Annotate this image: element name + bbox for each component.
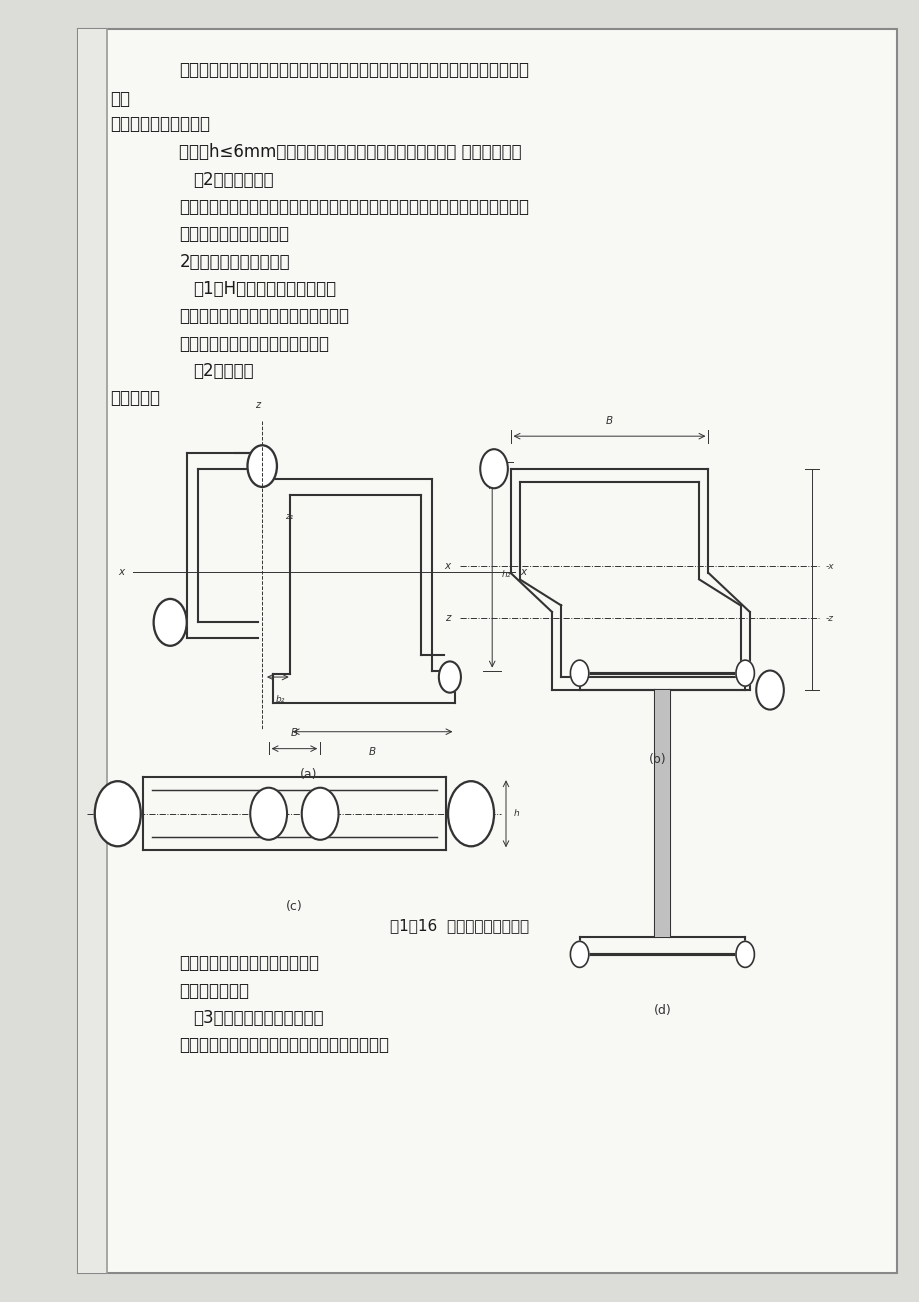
Text: B: B [369, 747, 376, 758]
Circle shape [570, 941, 588, 967]
Text: 适用：同上且用狭窄地区: 适用：同上且用狭窄地区 [179, 225, 289, 243]
Text: (a): (a) [299, 768, 317, 781]
Circle shape [95, 781, 141, 846]
Text: 桩类型：钒孔灣注桩、沉管灣注桩、挜孔灣注桩: 桩类型：钒孔灣注桩、沉管灣注桩、挜孔灣注桩 [179, 1036, 389, 1055]
Text: h₂: h₂ [501, 570, 510, 579]
Circle shape [153, 599, 187, 646]
Text: (b): (b) [648, 753, 666, 766]
Text: -x: -x [824, 562, 833, 570]
Text: z: z [445, 613, 450, 624]
Circle shape [735, 660, 754, 686]
Text: 桩相互搭接成壁状挡墙: 桩相互搭接成壁状挡墙 [110, 115, 210, 133]
Text: (d): (d) [652, 1004, 671, 1017]
Text: 原理：钒杆钒孔，提杆噴水泥浆固化剂，与地基土成小泥土桩、桩连成帷幕墙。: 原理：钒杆钒孔，提杆噴水泥浆固化剂，与地基土成小泥土桩、桩连成帷幕墙。 [179, 198, 528, 216]
Text: 桩，: 桩， [110, 90, 130, 108]
Circle shape [438, 661, 460, 693]
Text: x: x [444, 561, 450, 572]
Text: 图1－16  常用钉板桩截面形式: 图1－16 常用钉板桩截面形式 [390, 918, 529, 934]
Bar [654, 690, 669, 937]
Circle shape [250, 788, 287, 840]
Text: 原理：特制进入土层深处，深层搓拌和噴水泥固化剂与地基土原位拌合成水泥土: 原理：特制进入土层深处，深层搓拌和噴水泥固化剂与地基土原位拌合成水泥土 [179, 61, 528, 79]
Text: b₂: b₂ [276, 695, 285, 704]
Text: z₁: z₁ [285, 512, 293, 521]
Text: B: B [290, 728, 298, 738]
Text: （2）旋噴桩挡墙: （2）旋噴桩挡墙 [193, 171, 274, 189]
Text: x: x [519, 566, 526, 577]
Text: 适用：土质好，地下水位较低地区: 适用：土质好，地下水位较低地区 [179, 335, 329, 353]
Text: h: h [513, 810, 518, 818]
Text: z: z [255, 400, 260, 410]
FancyBboxPatch shape [78, 29, 896, 1273]
Text: -z: -z [824, 615, 833, 622]
Text: 原理：钉桩打入土中，挡土挡水: 原理：钉桩打入土中，挡土挡水 [179, 954, 319, 973]
Text: 适用：软土地基: 适用：软土地基 [179, 982, 249, 1000]
Circle shape [570, 660, 588, 686]
Circle shape [755, 671, 783, 710]
Text: 2、非重力式支护墙类型: 2、非重力式支护墙类型 [179, 253, 289, 271]
Text: (c): (c) [286, 900, 302, 913]
Text: 适用：h≤6mm任何平面形状的基坑另外深度大时可加筋 适用于软土区: 适用：h≤6mm任何平面形状的基坑另外深度大时可加筋 适用于软土区 [179, 143, 521, 161]
Circle shape [247, 445, 277, 487]
Text: （2）钉板桩: （2）钉板桩 [193, 362, 254, 380]
Text: （3）钉筋混凝土桩排桩挡墙: （3）钉筋混凝土桩排桩挡墙 [193, 1009, 323, 1027]
Text: x: x [118, 566, 124, 577]
Circle shape [448, 781, 494, 846]
Circle shape [480, 449, 507, 488]
FancyBboxPatch shape [78, 29, 107, 1273]
Text: B: B [606, 415, 612, 426]
Circle shape [735, 941, 754, 967]
Text: 截面形式：: 截面形式： [110, 389, 160, 408]
Circle shape [301, 788, 338, 840]
Text: （1）H型钉支柱挡板支护挡墙: （1）H型钉支柱挡板支护挡墙 [193, 280, 336, 298]
Text: 原理：支柱打入土中，支柱间设木挡板: 原理：支柱打入土中，支柱间设木挡板 [179, 307, 349, 326]
